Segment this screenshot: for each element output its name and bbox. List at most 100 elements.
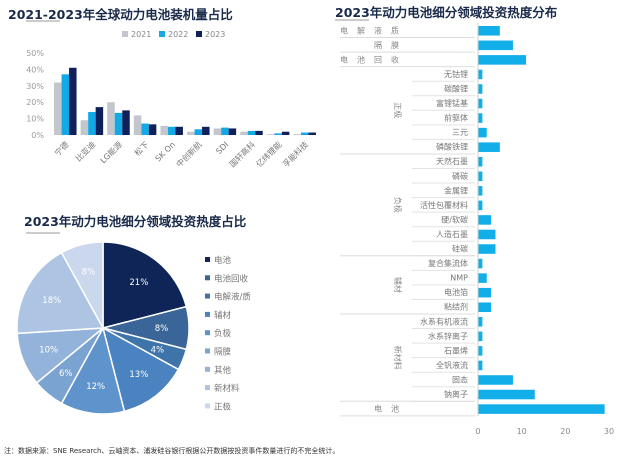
bar-2021 (187, 131, 195, 135)
row-label: 富锂锰基 (436, 98, 468, 108)
row-label: 前驱体 (444, 113, 468, 123)
legend-swatch (205, 348, 210, 354)
slice-label: 12% (86, 382, 105, 392)
y-tick-label: 30% (26, 82, 44, 91)
bar-2023 (202, 126, 210, 135)
row-label: 磷碳 (452, 171, 468, 181)
row-label: 金属锂 (444, 185, 468, 195)
legend-swatch (205, 275, 210, 281)
bar-富锂锰基 (478, 98, 483, 109)
bar-人造石墨 (478, 229, 496, 240)
legend-swatch (205, 311, 210, 317)
row-label: 石墨烯 (444, 345, 468, 355)
group-label: 负极 (393, 197, 403, 213)
group-label-char: 收 (391, 54, 399, 64)
bar-全钒液流 (478, 360, 483, 371)
bar-水系锌离子 (478, 331, 483, 342)
legend-swatch (205, 330, 210, 336)
group-label-char: 池 (391, 404, 399, 414)
y-tick-label: 10% (26, 115, 44, 124)
bar-复合集流体 (478, 258, 483, 269)
bar-2021 (54, 82, 62, 135)
bar-2021 (160, 125, 168, 135)
bar-硬/软碳 (478, 215, 492, 225)
slice-label: 6% (59, 369, 73, 379)
bar-2021 (80, 120, 89, 135)
row-label: 无钴锂 (444, 69, 468, 79)
bar-三元 (478, 127, 487, 138)
category-label: LG能源 (98, 139, 124, 165)
bar-2023 (281, 131, 290, 135)
bar-2022 (167, 126, 176, 135)
bar-2023 (175, 126, 183, 135)
slice-label: 8% (155, 324, 169, 334)
y-tick-label: 40% (26, 65, 44, 74)
row-label: 天然石墨 (436, 156, 468, 166)
bar-磷酸铁锂 (478, 142, 500, 152)
group-label-char: 回 (374, 55, 382, 64)
bar-2023 (255, 130, 263, 135)
category-label: 国轩高科 (227, 139, 257, 169)
legend-label: 隔膜 (214, 347, 232, 358)
bar-NMP (478, 273, 487, 283)
bar-2022 (114, 112, 123, 135)
legend-swatch (205, 385, 210, 391)
bar-2023 (95, 107, 104, 135)
bar-2021 (293, 134, 301, 135)
group-label-char: 质 (391, 25, 399, 35)
bar-2023 (69, 67, 77, 135)
pie-slice-电池 (102, 241, 188, 329)
row-label: 固态 (452, 374, 468, 384)
group-label-char: 液 (374, 25, 382, 35)
group-label: 新材料 (393, 346, 403, 370)
bar-水系有机液流 (478, 317, 483, 327)
row-label: 钠离子 (444, 389, 468, 399)
investment-pie-chart: 21% 8% 4% 13% 12% 6% 10% 18% 8% 电池电池回收电解液/质辅材负极隔膜… (16, 241, 251, 415)
category-label: 宁德 (52, 139, 70, 157)
legend-swatch (159, 31, 165, 37)
slice-label: 13% (129, 370, 148, 380)
bar-2022 (274, 133, 282, 135)
legend-label: 辅材 (214, 310, 232, 321)
group-label-char: 电 (340, 54, 348, 64)
legend-swatch (205, 366, 210, 372)
bar-金属锂 (478, 186, 483, 196)
group-label-char: 电 (374, 404, 382, 414)
bar-电池回收 (478, 55, 527, 65)
bar-2021 (240, 131, 248, 135)
title-underline (26, 20, 60, 22)
row-label: 人造石墨 (436, 229, 468, 239)
source-note: 注：数据来源：SNE Research、云岫资本、浦发硅谷银行根据公开数据按投资… (4, 447, 340, 455)
row-label: 电池箔 (444, 287, 468, 297)
bar-磷碳 (478, 171, 483, 182)
slice-label: 8% (82, 267, 96, 277)
pie-slice-新材料 (16, 251, 105, 335)
bar-碳酸锂 (478, 84, 483, 94)
bar-2022 (141, 123, 149, 135)
pie-chart-title: 2023年动力电池细分领域投资热度占比 (24, 214, 247, 229)
legend-label: 2023 (205, 30, 225, 39)
bar-2022 (300, 132, 309, 135)
group-label: 辅材 (393, 277, 403, 293)
bar-2023 (122, 110, 130, 135)
legend-label: 2022 (168, 30, 188, 39)
group-label-char: 解 (357, 25, 365, 35)
row-label: 粘结剂 (444, 302, 468, 312)
bar-2023 (228, 128, 237, 135)
market-share-bar-chart: 0% 10% 20% 30% 40% 50% 2021 2022 2023 宁德 比亚迪 LG能源 松下… (26, 30, 316, 169)
category-label: 比亚迪 (73, 139, 97, 163)
bar-电池箔 (478, 287, 492, 298)
bar-2022 (247, 130, 256, 135)
category-label: SK On (154, 140, 178, 164)
bar-电池 (478, 404, 605, 414)
slice-label: 4% (151, 346, 165, 356)
bar-石墨烯 (478, 346, 483, 356)
row-label: 全钒液流 (436, 360, 468, 370)
row-label: 硅碳 (452, 244, 468, 254)
legend-swatch (196, 31, 202, 37)
title-underline (335, 19, 369, 21)
bar-2022 (88, 112, 96, 135)
y-tick-label: 20% (26, 98, 44, 107)
legend-label: 正极 (214, 401, 232, 412)
